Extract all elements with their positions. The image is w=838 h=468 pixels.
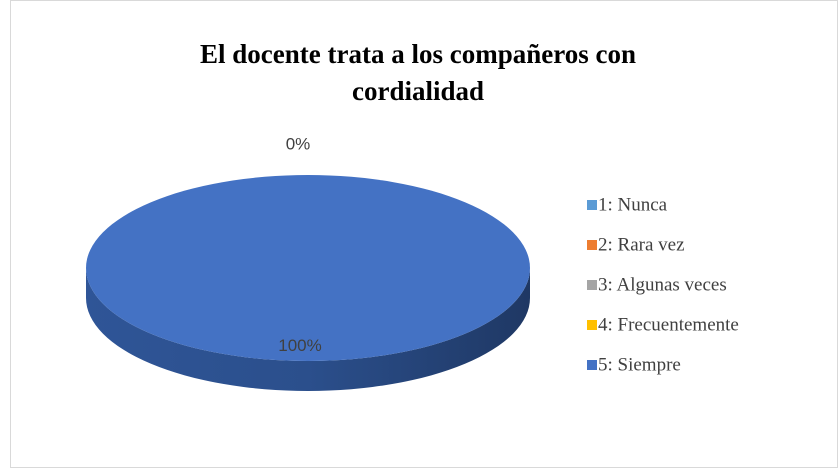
legend-swatch xyxy=(587,240,597,250)
legend-label: 4: Frecuentemente xyxy=(598,314,739,335)
chart-title: El docente trata a los compañeros con co… xyxy=(200,39,636,106)
legend-swatch xyxy=(587,200,597,210)
data-label: 100% xyxy=(278,336,321,355)
legend-label: 5: Siempre xyxy=(598,354,681,375)
legend-swatch xyxy=(587,280,597,290)
pie-slice xyxy=(86,175,530,361)
legend-swatch xyxy=(587,320,597,330)
legend-label: 3: Algunas veces xyxy=(598,274,727,295)
legend-label: 1: Nunca xyxy=(598,194,668,215)
pie-side xyxy=(86,268,530,391)
data-label: 0% xyxy=(286,135,311,154)
legend-swatch xyxy=(587,360,597,370)
legend-label: 2: Rara vez xyxy=(598,234,685,255)
